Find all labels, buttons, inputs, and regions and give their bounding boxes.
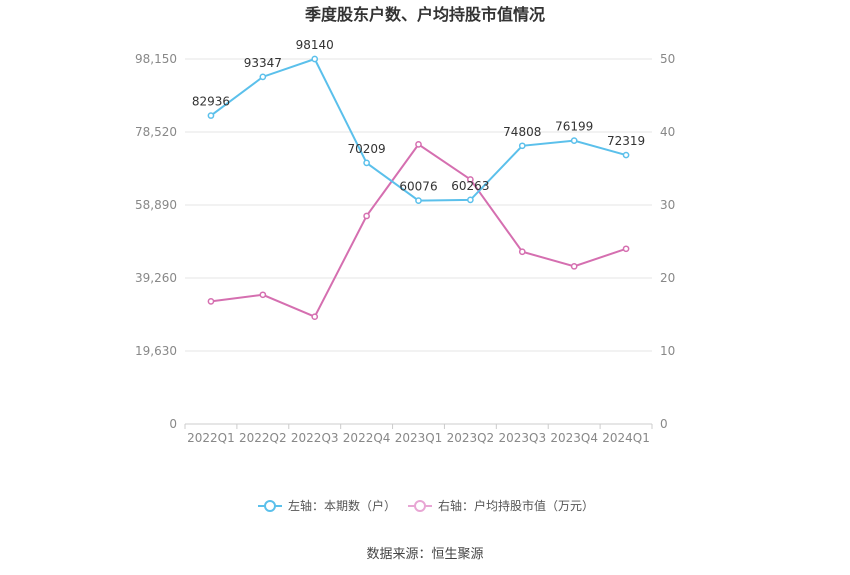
x-axis-ticks: 2022Q1 2022Q2 2022Q3 2022Q4 2023Q1 2023Q2 2023… xyxy=(184,424,653,445)
legend-entry: 右轴：户均持股市值（万元） xyxy=(438,498,594,513)
legend: 左轴：本期数（户） 右轴：户均持股市值（万元） xyxy=(258,498,594,513)
legend-entry: 左轴：本期数（户） xyxy=(288,498,396,513)
data-label: 82936 xyxy=(192,95,230,109)
series-1-point xyxy=(467,196,474,204)
series-2-point xyxy=(363,212,370,220)
series-2-point xyxy=(467,176,474,183)
data-label: 98140 xyxy=(296,38,334,52)
series-1-point xyxy=(259,73,267,81)
series-1-point xyxy=(518,142,526,150)
series-2-point xyxy=(207,298,215,305)
series-2-point xyxy=(622,245,630,253)
left-tick-label: 39,260 xyxy=(135,271,177,285)
series-1-point xyxy=(622,151,630,159)
series-2-point xyxy=(570,262,578,270)
right-axis-ticks: 0 10 20 30 40 50 xyxy=(660,52,675,431)
x-tick-label: 2022Q3 xyxy=(291,431,339,445)
series-2-point xyxy=(415,141,422,148)
right-tick-label: 20 xyxy=(660,271,675,285)
grid xyxy=(185,58,652,425)
legend-swatch-marker xyxy=(414,500,426,512)
left-tick-label: 58,890 xyxy=(135,198,177,212)
left-tick-label: 78,520 xyxy=(135,125,177,139)
chart-title: 季度股东户数、户均持股市值情况 xyxy=(304,5,545,24)
x-tick-label: 2022Q4 xyxy=(343,431,391,445)
right-tick-label: 10 xyxy=(660,344,675,358)
data-label: 93347 xyxy=(244,56,282,70)
x-tick-label: 2024Q1 xyxy=(602,431,650,445)
series-2-point xyxy=(311,313,319,321)
data-label: 60076 xyxy=(399,180,437,194)
right-tick-label: 50 xyxy=(660,52,675,66)
data-label: 74808 xyxy=(503,125,541,139)
series-1-point xyxy=(207,112,215,119)
x-tick-label: 2023Q4 xyxy=(550,431,598,445)
data-label: 70209 xyxy=(348,142,386,156)
x-tick-label: 2022Q2 xyxy=(239,431,287,445)
data-label: 72319 xyxy=(607,134,645,148)
left-tick-label: 0 xyxy=(169,417,177,431)
data-label: 76199 xyxy=(555,120,593,134)
right-tick-label: 40 xyxy=(660,125,675,139)
right-tick-label: 30 xyxy=(660,198,675,212)
series-layer: 82936 93347 98140 70209 60076 60263 74808 76199… xyxy=(192,38,645,321)
x-tick-label: 2023Q2 xyxy=(447,431,495,445)
x-tick-label: 2022Q1 xyxy=(187,431,235,445)
series-1-point xyxy=(415,197,422,204)
left-tick-label: 19,630 xyxy=(135,344,177,358)
left-axis-ticks: 0 19,630 39,260 58,890 78,520 98,150 xyxy=(135,52,177,431)
data-source: 数据来源：恒生聚源 xyxy=(366,547,483,562)
series-line-2 xyxy=(210,143,627,318)
legend-swatch-marker xyxy=(264,500,276,512)
series-2-point xyxy=(259,291,267,299)
left-tick-label: 98,150 xyxy=(135,52,177,66)
data-label: 60263 xyxy=(451,179,489,193)
x-tick-label: 2023Q3 xyxy=(498,431,546,445)
x-tick-label: 2023Q1 xyxy=(395,431,443,445)
series-1-point xyxy=(363,159,370,167)
series-1-point xyxy=(570,137,578,144)
series-2-point xyxy=(518,248,526,256)
series-1-point xyxy=(311,55,319,63)
right-tick-label: 0 xyxy=(660,417,668,431)
